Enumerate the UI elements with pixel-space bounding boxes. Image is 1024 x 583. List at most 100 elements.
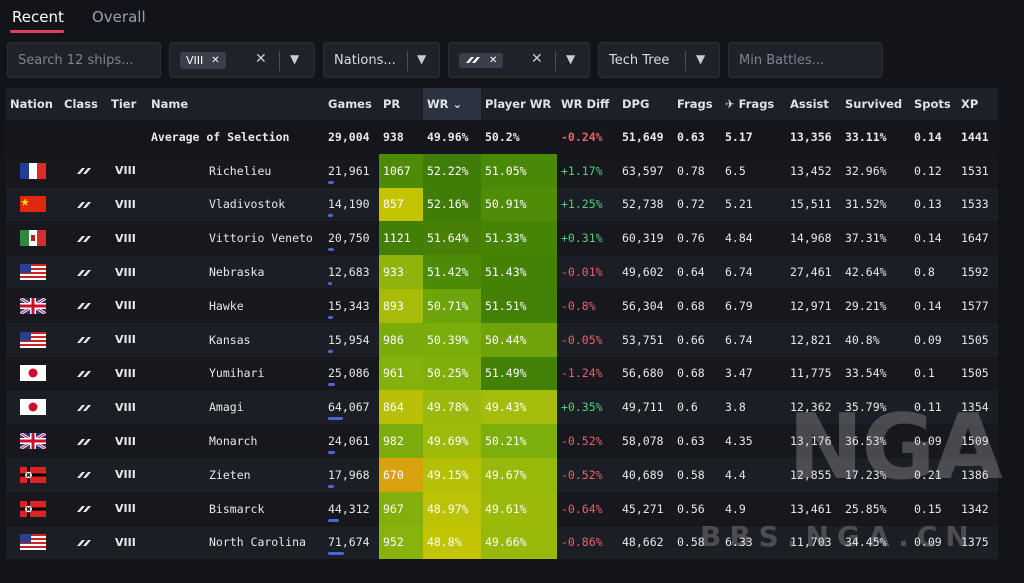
tier-cell: VIII	[107, 187, 147, 222]
col-plane-frags[interactable]: ✈ Frags	[721, 88, 786, 120]
tier-chip[interactable]: VIII ✕	[180, 51, 226, 69]
france-flag-icon	[20, 162, 46, 179]
col-nation[interactable]: Nation	[6, 88, 60, 120]
class-cell	[60, 424, 107, 458]
assist-cell: 13,176	[786, 424, 841, 458]
xp-cell: 1505	[957, 356, 998, 391]
tier-select[interactable]: VIII ✕ ✕ ▼	[169, 42, 315, 78]
ship-name[interactable]: Richelieu	[147, 153, 324, 188]
games-bar	[328, 214, 333, 218]
wr-cell: 52.16%	[423, 187, 481, 222]
spots-cell: 0.12	[910, 153, 957, 188]
nation-cell	[6, 424, 60, 458]
table-row[interactable]: VIII Nebraska 12,683 933 51.42% 51.43% -0.01% 4…	[6, 255, 998, 289]
xp-cell: 1592	[957, 255, 998, 289]
avg-wr: 49.96%	[423, 120, 481, 154]
dpg-cell: 60,319	[618, 221, 673, 256]
ship-name[interactable]: North Carolina	[147, 525, 324, 560]
frags-cell: 0.66	[673, 322, 721, 357]
class-select[interactable]: ✕ ✕ ▼	[448, 42, 590, 78]
survived-cell: 35.79%	[841, 390, 910, 425]
xp-cell: 1386	[957, 457, 998, 492]
assist-cell: 15,511	[786, 187, 841, 222]
col-games[interactable]: Games	[324, 88, 379, 120]
table-row[interactable]: VIII Bismarck 44,312 967 48.97% 49.61% -0.64% 4…	[6, 491, 998, 526]
table-row[interactable]: VIII Zieten 17,968 670 49.15% 49.67% -0.52% 40,…	[6, 457, 998, 492]
games-value: 17,968	[328, 467, 370, 482]
survived-cell: 31.52%	[841, 187, 910, 222]
table-row[interactable]: VIII Yumihari 25,086 961 50.25% 51.49% -1.24% 5…	[6, 356, 998, 391]
dpg-cell: 56,304	[618, 288, 673, 323]
class-cell	[60, 255, 107, 289]
usa-flag-icon	[20, 534, 46, 551]
survived-cell: 37.31%	[841, 221, 910, 256]
min-battles-input[interactable]: Min Battles...	[728, 42, 883, 78]
chip-remove-icon[interactable]: ✕	[211, 54, 220, 66]
col-tier[interactable]: Tier	[107, 88, 147, 120]
col-wr-diff[interactable]: WR Diff	[557, 88, 618, 120]
ship-name[interactable]: Nebraska	[147, 255, 324, 289]
chevron-down-icon[interactable]: ▼	[696, 52, 706, 66]
ship-name[interactable]: Kansas	[147, 322, 324, 357]
ship-search-input[interactable]: Search 12 ships...	[7, 42, 161, 78]
avg-xp: 1441	[957, 120, 998, 154]
col-dpg[interactable]: DPG	[618, 88, 673, 120]
col-assist[interactable]: Assist	[786, 88, 841, 120]
class-cell	[60, 187, 107, 222]
nations-select[interactable]: Nations... ▼	[323, 42, 440, 78]
col-xp[interactable]: XP	[957, 88, 998, 120]
table-row[interactable]: VIII Kansas 15,954 986 50.39% 50.44% -0.05% 53,…	[6, 322, 998, 357]
col-survived[interactable]: Survived	[841, 88, 910, 120]
frags-cell: 0.56	[673, 491, 721, 526]
chevron-down-icon[interactable]: ▼	[290, 52, 300, 66]
assist-cell: 27,461	[786, 255, 841, 289]
col-frags[interactable]: Frags	[673, 88, 721, 120]
battleship-class-icon	[77, 506, 91, 513]
divider	[685, 51, 686, 71]
xp-cell: 1505	[957, 322, 998, 357]
ship-name[interactable]: Yumihari	[147, 356, 324, 391]
col-player-wr[interactable]: Player WR	[481, 88, 557, 120]
tab-recent[interactable]: Recent	[12, 8, 64, 26]
table-row[interactable]: VIII North Carolina 71,674 952 48.8% 49.66% -0…	[6, 525, 998, 560]
table-row[interactable]: VIII Amagi 64,067 864 49.78% 49.43% +0.35% 49,7…	[6, 390, 998, 425]
japan-flag-icon	[20, 399, 46, 416]
col-spots[interactable]: Spots	[910, 88, 957, 120]
ship-name[interactable]: Vittorio Veneto	[147, 221, 324, 256]
frags-cell: 0.76	[673, 221, 721, 256]
ship-name[interactable]: Zieten	[147, 457, 324, 492]
ship-name[interactable]: Hawke	[147, 288, 324, 323]
chevron-down-icon[interactable]: ▼	[566, 52, 576, 66]
ship-name[interactable]: Monarch	[147, 424, 324, 458]
tech-tree-select[interactable]: Tech Tree ▼	[598, 42, 720, 78]
table-row[interactable]: VIII Vladivostok 14,190 857 52.16% 50.91% +1.2…	[6, 187, 998, 222]
pr-cell: 864	[379, 390, 423, 425]
col-pr[interactable]: PR	[379, 88, 423, 120]
dpg-cell: 53,751	[618, 322, 673, 357]
ship-name[interactable]: Bismarck	[147, 491, 324, 526]
col-wr[interactable]: WR ⌄	[423, 88, 481, 120]
chip-remove-icon[interactable]: ✕	[489, 54, 498, 66]
uk-flag-icon	[20, 433, 46, 450]
watermark-url: BBS.NGA.CN	[700, 520, 977, 553]
table-row[interactable]: VIII Hawke 15,343 893 50.71% 51.51% -0.8% 56,30…	[6, 288, 998, 323]
table-row[interactable]: VIII Richelieu 21,961 1067 52.22% 51.05% +1.17…	[6, 153, 998, 188]
col-name[interactable]: Name	[147, 88, 324, 120]
spots-cell: 0.14	[910, 221, 957, 256]
ship-name[interactable]: Vladivostok	[147, 187, 324, 222]
table-row[interactable]: VIII Monarch 24,061 982 49.69% 50.21% -0.52% 58…	[6, 424, 998, 458]
clear-icon[interactable]: ✕	[255, 51, 267, 67]
survived-cell: 40.8%	[841, 322, 910, 357]
wr-diff-cell: -0.52%	[557, 457, 618, 492]
ship-name[interactable]: Amagi	[147, 390, 324, 425]
tab-overall[interactable]: Overall	[92, 8, 146, 26]
avg-dpg: 51,649	[618, 120, 673, 154]
col-class[interactable]: Class	[60, 88, 107, 120]
table-row[interactable]: VIII Vittorio Veneto 20,750 1121 51.64% 51.33…	[6, 221, 998, 256]
wr-cell: 49.78%	[423, 390, 481, 425]
class-chip[interactable]: ✕	[459, 52, 504, 68]
player-wr-cell: 50.44%	[481, 322, 557, 357]
clear-icon[interactable]: ✕	[531, 51, 543, 67]
tier-cell: VIII	[107, 153, 147, 188]
chevron-down-icon[interactable]: ▼	[417, 52, 427, 66]
